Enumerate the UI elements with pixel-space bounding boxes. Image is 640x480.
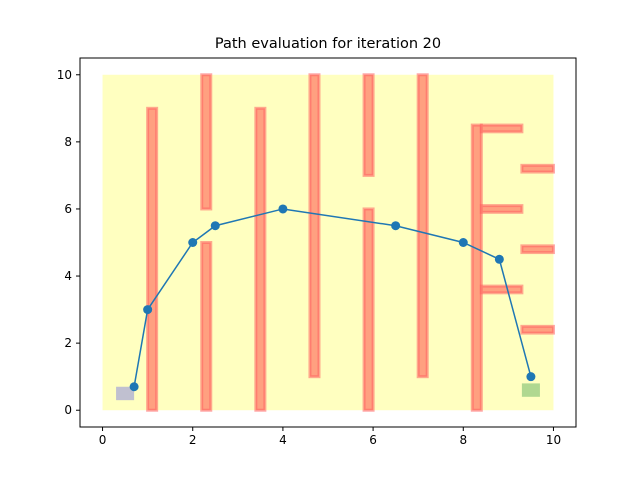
y-tick-label: 0 [64, 403, 72, 417]
obstacle [254, 106, 267, 412]
y-tick-label: 4 [64, 269, 72, 283]
path-point [458, 238, 468, 247]
obstacle [520, 163, 555, 174]
obstacle [308, 73, 321, 379]
path-point [526, 372, 536, 382]
path-point [188, 238, 198, 247]
path-point [129, 382, 139, 392]
x-tick-label: 4 [279, 433, 287, 447]
x-tick-label: 2 [189, 433, 197, 447]
axes: 0 2 4 6 8 10 0 2 4 6 8 10 [57, 57, 577, 447]
path-point [210, 221, 220, 231]
path-point [278, 204, 288, 214]
x-tick-label: 8 [459, 433, 467, 447]
obstacle [470, 123, 483, 412]
obstacle [362, 207, 375, 412]
y-tick-label: 2 [64, 336, 72, 350]
y-tick-label: 6 [64, 202, 72, 216]
y-tick-label: 10 [57, 68, 72, 82]
obstacle [200, 73, 213, 211]
obstacle [520, 244, 555, 255]
x-tick-label: 10 [546, 433, 561, 447]
obstacle [416, 73, 429, 379]
x-tick-label: 6 [369, 433, 377, 447]
path-point [494, 254, 504, 264]
path-point [391, 221, 401, 231]
obstacle [479, 204, 524, 214]
start-region [116, 386, 135, 401]
obstacle [479, 284, 524, 295]
path-point [143, 305, 153, 315]
obstacle [146, 106, 159, 412]
x-tick-label: 0 [99, 433, 107, 447]
plot-area [102, 73, 555, 412]
chart-title: Path evaluation for iteration 20 [215, 36, 441, 52]
obstacle [200, 241, 213, 412]
goal-region [521, 383, 540, 397]
obstacle [520, 324, 555, 335]
axes-frame [79, 57, 577, 428]
obstacle [362, 73, 375, 177]
y-tick-label: 8 [64, 135, 72, 149]
obstacle [479, 123, 524, 134]
